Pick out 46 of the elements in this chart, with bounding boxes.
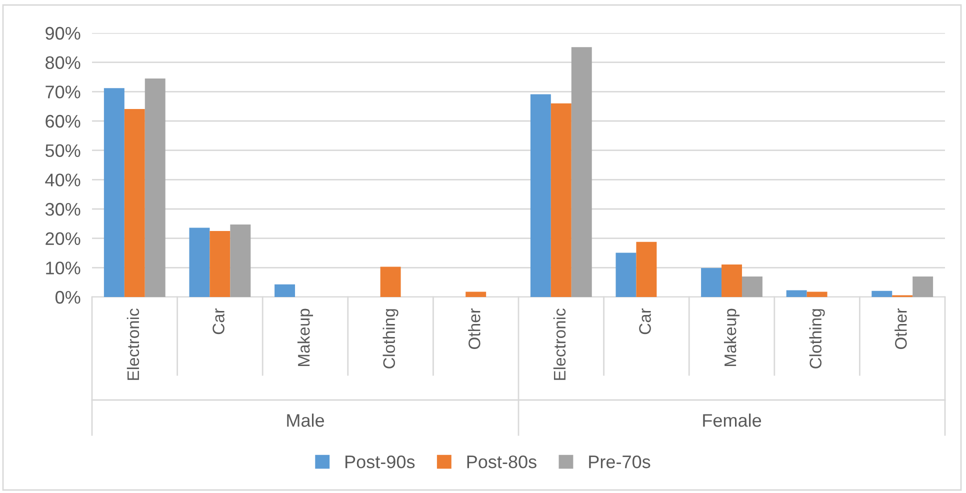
bar	[616, 252, 636, 297]
text: Male	[287, 414, 324, 427]
x-tick-label: Other	[894, 308, 907, 349]
bar	[806, 292, 828, 297]
bar	[466, 292, 486, 297]
y-tick-label: 30%	[45, 202, 80, 216]
bar	[274, 284, 296, 297]
bar	[786, 290, 807, 297]
y-tick-label: 20%	[46, 232, 80, 246]
bar	[124, 108, 145, 297]
y-tick-label: 50%	[45, 144, 80, 158]
bar	[742, 276, 762, 297]
bar	[380, 266, 401, 297]
x-tick-label: Car	[212, 308, 224, 334]
bar	[722, 264, 742, 297]
y-tick-label: 40%	[45, 174, 80, 186]
bar	[701, 268, 722, 297]
bar	[189, 228, 210, 297]
legend-label: Post-80s	[467, 455, 536, 468]
bar	[210, 231, 230, 297]
y-tick-label: 60%	[46, 114, 80, 128]
bar	[230, 224, 251, 297]
x-tick-label: Clothing	[382, 309, 398, 368]
bar	[636, 242, 657, 297]
bar	[104, 88, 124, 297]
text: Female	[703, 414, 762, 427]
bar	[530, 94, 551, 297]
x-tick-label: Car	[639, 308, 651, 334]
y-tick-label: 80%	[46, 56, 80, 70]
x-tick-label: Other	[468, 308, 480, 349]
x-tick-label: Clothing	[809, 309, 825, 368]
bar	[912, 276, 934, 297]
bar	[872, 290, 892, 297]
x-tick-label: Electronic	[126, 308, 140, 380]
bar	[144, 78, 166, 297]
y-tick-label: 90%	[46, 26, 80, 40]
x-tick-label: Electronic	[553, 308, 566, 380]
y-tick-label: 0%	[56, 290, 80, 304]
legend-label: Post-90s	[346, 455, 415, 468]
bar	[571, 47, 592, 297]
x-tick-label: Makeup	[724, 308, 740, 366]
x-tick-label: Makeup	[297, 308, 314, 366]
y-tick-label: 10%	[46, 262, 80, 274]
y-tick-label: 70%	[46, 86, 80, 98]
legend-label: Pre-70s	[589, 455, 650, 468]
bar	[550, 103, 572, 297]
